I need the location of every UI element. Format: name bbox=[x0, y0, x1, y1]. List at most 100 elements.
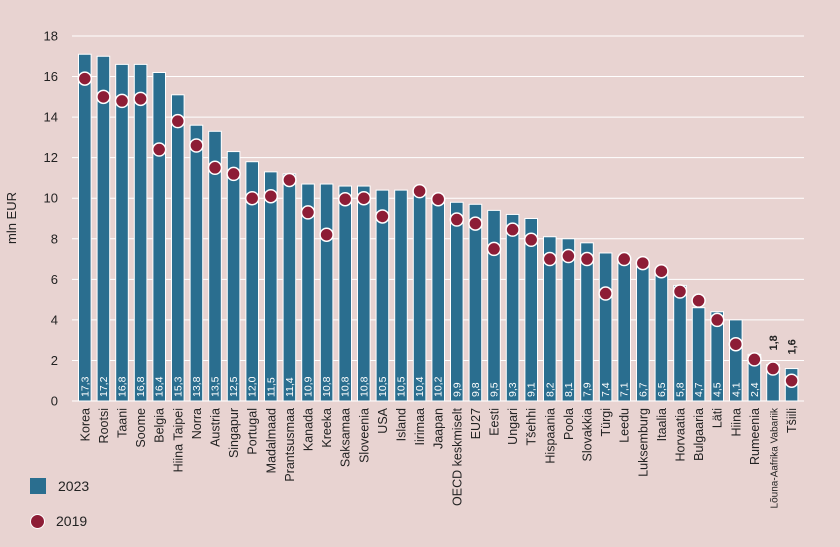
bar-value-label: 1,8 bbox=[768, 335, 780, 350]
dot-2019 bbox=[505, 222, 520, 237]
legend-label-2019: 2019 bbox=[56, 513, 88, 529]
legend-marker-2019 bbox=[30, 513, 45, 529]
bar bbox=[468, 203, 483, 402]
bar bbox=[301, 183, 315, 402]
category-label: Eesti bbox=[488, 408, 502, 436]
category-label: Tšehhi bbox=[525, 408, 539, 446]
bar bbox=[133, 63, 148, 402]
legend-item-2023: 2023 bbox=[30, 477, 89, 495]
bar bbox=[412, 191, 427, 402]
bar-value-label: 10,4 bbox=[414, 376, 426, 397]
bar-value-label: 8,2 bbox=[544, 382, 556, 397]
bar-value-label: 6,5 bbox=[656, 382, 668, 397]
bar bbox=[598, 252, 613, 402]
dot-2019 bbox=[747, 352, 762, 367]
category-label: Horvaatia bbox=[674, 408, 688, 462]
category-label: Kreeka bbox=[320, 408, 334, 448]
dot-2019 bbox=[114, 93, 130, 109]
bar-value-label: 10,8 bbox=[340, 376, 352, 397]
y-tick-label: 0 bbox=[51, 394, 58, 409]
category-label: Rootsi bbox=[97, 408, 111, 443]
y-tick-label: 18 bbox=[44, 29, 58, 44]
category-label: Hiina Taipei bbox=[171, 408, 185, 472]
bar bbox=[152, 72, 166, 402]
bar-value-label: 6,7 bbox=[637, 382, 649, 397]
bar-value-label: 9,1 bbox=[526, 382, 538, 397]
dot-2019 bbox=[226, 166, 241, 182]
y-tick-label: 16 bbox=[44, 69, 58, 84]
category-label: Singapur bbox=[227, 408, 241, 458]
bar bbox=[357, 185, 371, 402]
bar bbox=[710, 311, 725, 402]
bar bbox=[171, 94, 185, 402]
category-label: Island bbox=[395, 408, 409, 441]
category-label: EU27 bbox=[469, 408, 483, 439]
bar-value-label: 10,8 bbox=[321, 376, 333, 397]
category-label: Hiina bbox=[729, 408, 743, 437]
bar-value-label: 12,5 bbox=[228, 376, 240, 397]
category-label: Iirimaa bbox=[413, 408, 427, 446]
category-label: Rumeenia bbox=[748, 408, 762, 465]
y-tick-label: 12 bbox=[44, 150, 58, 165]
bar-value-label: 7,1 bbox=[619, 382, 631, 397]
dot-2019 bbox=[709, 312, 725, 328]
bar bbox=[208, 130, 222, 402]
bar bbox=[561, 238, 576, 402]
dot-2019 bbox=[728, 336, 744, 352]
bar bbox=[338, 185, 352, 402]
bar bbox=[226, 151, 241, 402]
dot-2019 bbox=[561, 248, 576, 264]
category-label: Leedu bbox=[618, 408, 632, 443]
legend: 2023 2019 bbox=[30, 477, 89, 547]
category-label: Türgi bbox=[599, 408, 613, 436]
y-axis-label: mln EUR bbox=[4, 192, 19, 244]
category-label: Taani bbox=[116, 408, 130, 438]
dot-2019 bbox=[319, 227, 334, 242]
y-tick-label: 4 bbox=[51, 312, 58, 327]
bars-2023 bbox=[78, 53, 799, 402]
dot-2019 bbox=[356, 190, 372, 206]
dot-2019 bbox=[635, 255, 651, 271]
dot-2019 bbox=[244, 190, 260, 206]
category-label: Luksemburg bbox=[636, 408, 650, 477]
category-label: Jaapan bbox=[432, 408, 446, 449]
bar-value-label: 11,5 bbox=[265, 377, 277, 397]
category-label: Kanada bbox=[302, 408, 316, 451]
dot-2019 bbox=[412, 183, 427, 199]
bar-value-label: 8,1 bbox=[563, 382, 575, 397]
bar-value-label: 15,3 bbox=[172, 376, 184, 397]
dot-2019 bbox=[337, 191, 353, 207]
category-label: Korea bbox=[78, 408, 92, 441]
bar-value-label: 7,4 bbox=[600, 382, 612, 397]
category-labels: Korea Rootsi Taani Soome Belgia Hiina Taipei N… bbox=[78, 407, 799, 508]
bar-value-label: 2,4 bbox=[749, 382, 761, 397]
bar-value-label: 9,8 bbox=[470, 382, 482, 397]
bar-value-label: 9,5 bbox=[489, 382, 501, 397]
legend-label-2023: 2023 bbox=[58, 478, 90, 494]
bar bbox=[245, 161, 259, 402]
bar-value-label: 17,2 bbox=[98, 376, 110, 397]
bar bbox=[487, 209, 501, 402]
bar-value-label: 9,3 bbox=[507, 382, 519, 397]
dot-2019 bbox=[579, 251, 595, 267]
bar bbox=[654, 270, 669, 402]
category-label: Hispaania bbox=[543, 408, 557, 464]
y-tick-label: 14 bbox=[44, 110, 58, 125]
dot-2019 bbox=[263, 188, 279, 204]
bar-value-label: 4,5 bbox=[712, 382, 724, 397]
bar bbox=[319, 183, 334, 402]
legend-swatch-2023 bbox=[30, 478, 46, 494]
bar-value-label: 16,4 bbox=[154, 376, 166, 397]
bar bbox=[543, 236, 557, 402]
bar bbox=[115, 63, 129, 402]
category-label: Bulgaaria bbox=[692, 408, 706, 461]
bar-value-label: 17,3 bbox=[79, 376, 91, 397]
dot-2019 bbox=[542, 251, 558, 267]
bar-value-label: 13,5 bbox=[210, 376, 222, 397]
y-tick-label: 10 bbox=[44, 191, 58, 206]
category-label: Prantsusmaa bbox=[283, 408, 297, 482]
bar-value-label: 10,5 bbox=[377, 376, 389, 397]
dot-2019 bbox=[375, 209, 390, 224]
bar-value-label: 12,0 bbox=[247, 376, 259, 397]
